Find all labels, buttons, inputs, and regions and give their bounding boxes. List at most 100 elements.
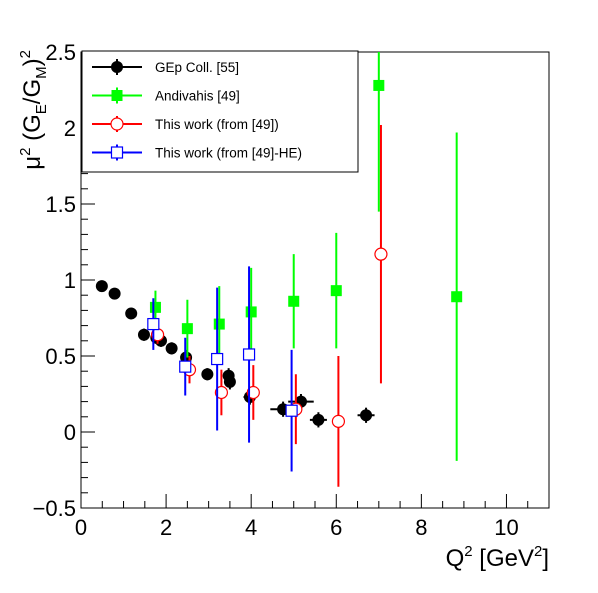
y-title-sup: 2 xyxy=(17,148,34,156)
data-point xyxy=(108,287,121,300)
legend-label: Andivahis [49] xyxy=(155,89,240,104)
y-title-sup2: 2 xyxy=(17,50,34,58)
x-title-mid: [GeV xyxy=(473,545,534,572)
marker-filled-square xyxy=(245,306,257,318)
data-point xyxy=(201,368,214,381)
y-tick-label: 0.5 xyxy=(45,344,76,369)
marker-open-square xyxy=(242,348,256,361)
x-title-main: Q xyxy=(446,545,465,572)
marker-filled-circle xyxy=(360,409,373,422)
legend-label: This work (from [49]-HE) xyxy=(155,146,302,161)
marker-open-circle xyxy=(246,385,260,400)
axis-ticks: 0 2 4 6 8 10−0.500.511.522.5 xyxy=(33,40,550,540)
series-layer xyxy=(95,52,463,487)
marker-open-square xyxy=(179,360,192,373)
legend-entry: This work (from [49]) xyxy=(92,116,279,132)
data-point xyxy=(95,280,108,293)
data-point xyxy=(242,266,256,443)
y-title-sub-m: M xyxy=(33,66,50,79)
marker-filled-square xyxy=(111,90,123,101)
series xyxy=(149,52,463,461)
data-point xyxy=(125,307,138,320)
marker-filled-circle xyxy=(137,328,150,341)
marker-filled-circle xyxy=(125,307,138,320)
data-point xyxy=(331,356,345,487)
x-tick-label: 10 xyxy=(494,515,518,540)
data-point xyxy=(357,407,375,423)
data-point xyxy=(330,232,342,349)
x-tick-label: 2 xyxy=(160,515,172,540)
y-title-sub-e: E xyxy=(33,104,50,114)
x-tick-label: 4 xyxy=(245,515,257,540)
marker-filled-circle xyxy=(223,375,236,388)
data-point xyxy=(147,298,160,350)
legend-label: This work (from [49]) xyxy=(155,117,279,132)
marker-filled-circle xyxy=(95,280,108,293)
data-point xyxy=(245,267,257,356)
data-point xyxy=(150,325,165,344)
data-point xyxy=(213,286,225,363)
data-point xyxy=(211,287,224,431)
y-tick-label: 2.5 xyxy=(45,40,76,65)
x-tick-label: 0 xyxy=(75,515,87,540)
y-tick-label: 1 xyxy=(64,268,76,293)
y-title-close: ) xyxy=(19,58,46,66)
marker-filled-square xyxy=(213,318,225,330)
marker-open-circle xyxy=(110,117,124,131)
marker-open-square xyxy=(110,146,124,159)
legend-entry: Andivahis [49] xyxy=(92,87,240,104)
data-point xyxy=(285,349,298,472)
x-title-sup2: 2 xyxy=(534,543,542,560)
legend-entry: GEp Coll. [55] xyxy=(92,59,239,75)
y-tick-label: 1.5 xyxy=(45,192,76,217)
marker-filled-square xyxy=(330,285,342,297)
data-point xyxy=(179,337,192,396)
y-tick-label: 2 xyxy=(64,116,76,141)
legend: GEp Coll. [55] Andivahis [49] This work (f… xyxy=(81,50,359,173)
marker-filled-square xyxy=(288,295,300,307)
marker-filled-square xyxy=(451,291,463,303)
data-point xyxy=(374,124,388,384)
series xyxy=(147,266,298,472)
marker-open-square xyxy=(285,404,298,417)
legend-entry: This work (from [49]-HE) xyxy=(92,144,302,161)
marker-filled-square xyxy=(181,323,193,335)
marker-open-circle xyxy=(374,247,388,261)
y-title-mu: μ xyxy=(19,156,46,170)
marker-filled-square xyxy=(149,301,161,313)
series xyxy=(150,124,388,487)
y-title-slash: /G xyxy=(19,79,46,104)
marker-filled-circle xyxy=(312,413,325,426)
marker-filled-circle xyxy=(108,287,121,300)
data-point xyxy=(373,52,385,212)
x-tick-label: 6 xyxy=(330,515,342,540)
marker-open-circle xyxy=(331,414,345,428)
x-axis-title: Q2 [GeV2] xyxy=(446,543,549,572)
marker-open-square xyxy=(147,317,160,331)
marker-open-square xyxy=(211,352,224,366)
data-point xyxy=(214,369,228,416)
data-point xyxy=(137,328,150,341)
x-title-sup: 2 xyxy=(464,543,472,560)
marker-filled-square xyxy=(373,79,385,91)
y-tick-label: 0 xyxy=(64,420,76,445)
x-tick-label: 8 xyxy=(415,515,427,540)
x-title-end: ] xyxy=(542,545,549,572)
marker-filled-circle xyxy=(111,61,123,73)
y-title-open: (G xyxy=(19,114,46,147)
data-point xyxy=(165,342,178,355)
data-point xyxy=(246,365,260,420)
data-point xyxy=(288,254,300,349)
data-point xyxy=(451,132,463,461)
y-axis-title: μ2 (GE/GM)2 xyxy=(17,50,50,170)
axis-titles: Q2 [GeV2] μ2 (GE/GM)2 xyxy=(17,50,549,572)
legend-label: GEp Coll. [55] xyxy=(155,60,239,75)
marker-filled-circle xyxy=(165,342,178,355)
marker-open-circle xyxy=(214,385,228,400)
marker-filled-circle xyxy=(201,368,214,381)
series xyxy=(95,280,375,428)
data-point xyxy=(181,299,193,358)
data-point xyxy=(309,412,327,428)
